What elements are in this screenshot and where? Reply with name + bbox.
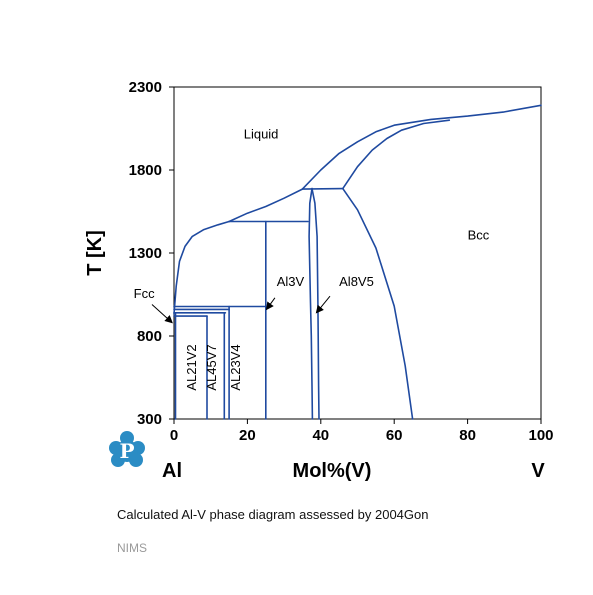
caption-source: 2004Gon bbox=[374, 507, 429, 522]
phase-label-al23v4: AL23V4 bbox=[228, 344, 243, 390]
y-tick-label: 2300 bbox=[129, 79, 162, 96]
x-axis-ticks: 0 20 40 60 80 100 bbox=[170, 419, 554, 444]
x-tick-label: 60 bbox=[386, 427, 403, 444]
x-axis-left-element: Al bbox=[162, 460, 182, 482]
phase-boundary-line-3 bbox=[301, 104, 542, 190]
x-tick-label: 40 bbox=[312, 427, 329, 444]
phase-boundaries bbox=[173, 104, 542, 420]
y-tick-label: 800 bbox=[137, 328, 162, 345]
phase-label-bcc: Bcc bbox=[468, 228, 490, 243]
x-tick-label: 0 bbox=[170, 427, 178, 444]
phase-boundary-line-2 bbox=[228, 188, 304, 223]
annotation-arrow-3 bbox=[315, 295, 331, 314]
x-tick-label: 20 bbox=[239, 427, 256, 444]
y-tick-label: 300 bbox=[137, 411, 162, 428]
y-tick-label: 1800 bbox=[129, 162, 162, 179]
logo-letter: P bbox=[119, 439, 134, 463]
phase-boundary-line-8 bbox=[308, 187, 314, 420]
phase-boundary-line-1 bbox=[173, 220, 230, 315]
phase-boundary-line-4 bbox=[342, 119, 451, 190]
phase-label-al3v: Al3V bbox=[277, 274, 305, 289]
logo: P bbox=[109, 431, 145, 467]
logo-bubble-center bbox=[116, 440, 138, 462]
annotation-arrow-2 bbox=[265, 297, 276, 311]
x-tick-label: 100 bbox=[528, 427, 553, 444]
phase-boundary-line-6 bbox=[301, 187, 344, 190]
phase-boundary-line-5 bbox=[342, 187, 414, 420]
y-axis-ticks: 300 800 1300 1800 2300 bbox=[129, 79, 174, 428]
annotation-arrows bbox=[151, 295, 331, 324]
phase-label-liquid: Liquid bbox=[244, 126, 279, 141]
phase-labels: Liquid Bcc Fcc Al3V Al8V5 AL21V2 AL45V7 AL23V4 bbox=[134, 126, 490, 390]
y-axis-label: T [K] bbox=[84, 230, 106, 276]
caption-text: Calculated Al-V phase diagram assessed b… bbox=[117, 507, 375, 522]
phase-label-al8v5: Al8V5 bbox=[339, 274, 374, 289]
phase-label-al21v2: AL21V2 bbox=[184, 344, 199, 390]
x-axis-label: Mol%(V) bbox=[293, 460, 372, 482]
phase-label-al45v7: AL45V7 bbox=[204, 344, 219, 390]
phase-boundary-line-9 bbox=[311, 187, 320, 420]
y-tick-label: 1300 bbox=[129, 245, 162, 262]
phase-label-fcc: Fcc bbox=[134, 286, 155, 301]
annotation-arrow-1 bbox=[151, 304, 173, 324]
x-tick-label: 80 bbox=[459, 427, 476, 444]
caption: Calculated Al-V phase diagram assessed b… bbox=[117, 507, 428, 522]
footer-org: NIMS bbox=[117, 541, 147, 555]
x-axis-right-element: V bbox=[531, 460, 545, 482]
